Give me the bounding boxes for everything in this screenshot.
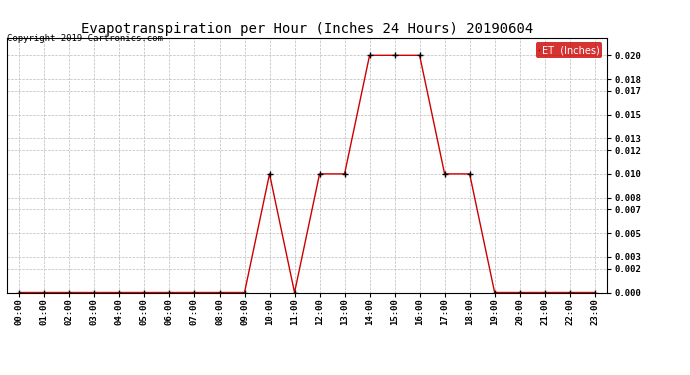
- Text: Copyright 2019 Cartronics.com: Copyright 2019 Cartronics.com: [7, 34, 163, 43]
- Legend: ET  (Inches): ET (Inches): [536, 42, 602, 58]
- Title: Evapotranspiration per Hour (Inches 24 Hours) 20190604: Evapotranspiration per Hour (Inches 24 H…: [81, 22, 533, 36]
